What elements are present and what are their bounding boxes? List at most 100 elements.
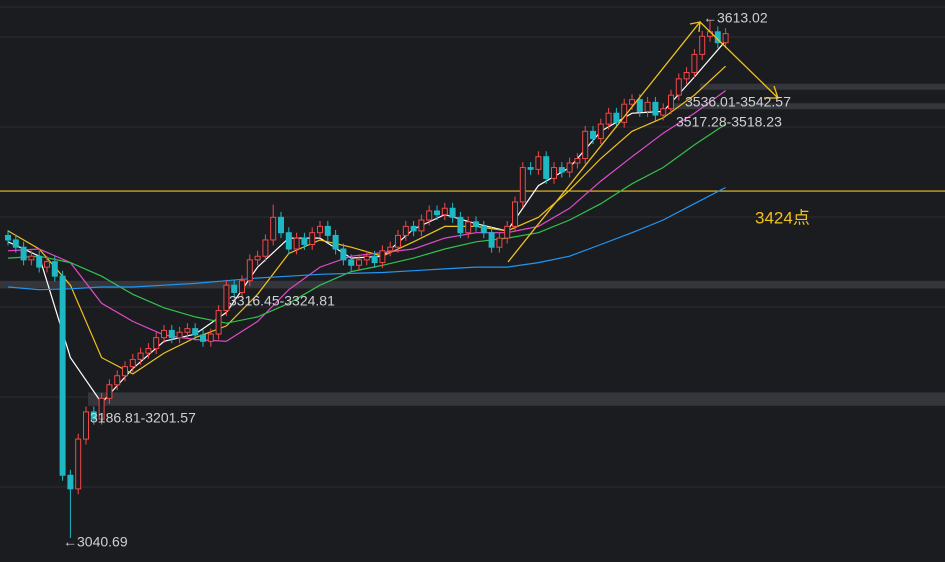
candle-body xyxy=(543,156,550,179)
candle-body xyxy=(613,112,620,123)
candle-body xyxy=(12,239,19,248)
candle-body xyxy=(239,280,245,293)
candle-body xyxy=(67,474,74,490)
candle-body xyxy=(597,123,604,140)
zone-band xyxy=(668,103,945,110)
candle-body xyxy=(379,250,386,264)
candle-body xyxy=(636,99,643,112)
candle-body xyxy=(535,156,542,170)
arrow-head xyxy=(764,85,779,99)
ma-line xyxy=(7,123,726,324)
candle-body xyxy=(75,438,82,490)
candle-body xyxy=(371,255,378,264)
candle-body xyxy=(114,375,121,386)
zone-label: 3517.28-3518.23 xyxy=(676,114,782,130)
candle-body xyxy=(527,167,534,170)
candle-body xyxy=(683,72,690,80)
candle-body xyxy=(223,284,230,312)
candle-body xyxy=(660,108,667,116)
candle-body xyxy=(246,259,253,282)
candle-body xyxy=(332,234,339,250)
candle-body xyxy=(473,221,479,227)
candle-body xyxy=(551,167,557,179)
candle-body xyxy=(691,53,698,74)
candle-body xyxy=(340,248,347,261)
candle-body xyxy=(441,207,448,216)
candles xyxy=(5,20,729,538)
candle-body xyxy=(168,329,175,339)
candle-body xyxy=(44,261,50,268)
candle-body xyxy=(200,334,206,342)
candle-body xyxy=(457,216,464,234)
candle-body xyxy=(59,275,66,476)
candle-body xyxy=(434,210,440,216)
candle-body xyxy=(574,157,581,164)
candle-body xyxy=(36,255,43,268)
zone-label: 3316.45-3324.81 xyxy=(229,293,335,309)
candle-body xyxy=(426,210,433,221)
candle-body xyxy=(145,348,152,354)
candle-body xyxy=(356,259,362,266)
level-label: 3424点 xyxy=(755,208,810,227)
candle-body xyxy=(590,130,596,140)
candle-body xyxy=(668,94,674,110)
candle-body xyxy=(324,225,331,236)
candle-body xyxy=(207,333,214,342)
candle-body xyxy=(192,328,199,336)
candle-body xyxy=(20,246,27,261)
candle-body xyxy=(395,234,401,248)
candle-body xyxy=(278,216,284,234)
candle-body xyxy=(5,234,11,241)
candle-body xyxy=(488,232,495,248)
candle-body xyxy=(270,216,277,241)
zones xyxy=(0,83,945,406)
arrow-head xyxy=(689,21,701,33)
candle-body xyxy=(254,255,261,261)
candle-body xyxy=(496,237,503,248)
candle-body xyxy=(90,411,97,420)
candle-body xyxy=(387,246,394,252)
candle-body xyxy=(231,284,238,293)
ma-line xyxy=(7,186,726,291)
candle-body xyxy=(582,130,589,159)
candle-body xyxy=(605,112,612,125)
candle-body xyxy=(176,331,183,339)
candle-body xyxy=(137,352,144,360)
candle-body xyxy=(301,237,308,245)
candle-body xyxy=(566,162,573,173)
candle-body xyxy=(512,201,518,227)
zone-label: 3186.81-3201.57 xyxy=(90,410,196,426)
candle-body xyxy=(699,35,706,55)
candle-body xyxy=(285,232,292,250)
zone-band xyxy=(700,83,945,90)
drawn-arrows xyxy=(507,21,779,263)
candle-body xyxy=(418,219,425,232)
candle-body xyxy=(558,167,565,173)
candle-body xyxy=(262,239,269,257)
candle-body xyxy=(363,255,370,261)
candle-body xyxy=(644,101,651,112)
candle-body xyxy=(722,33,729,44)
zone-label: 3536.01-3542.57 xyxy=(685,94,791,110)
zone-band xyxy=(88,392,945,406)
candle-body xyxy=(161,329,167,339)
candle-body xyxy=(83,411,89,440)
candle-body xyxy=(215,310,222,335)
candle-body xyxy=(122,366,128,377)
candle-body xyxy=(480,225,487,234)
candle-body xyxy=(317,225,323,234)
candle-body xyxy=(504,225,511,239)
high-annotation: ←3613.02 xyxy=(703,10,768,26)
candle-body xyxy=(51,261,58,277)
candle-body xyxy=(348,259,355,266)
candle-body xyxy=(129,358,136,368)
candle-body xyxy=(652,101,659,116)
candle-body xyxy=(629,99,635,105)
zone-band xyxy=(0,280,945,289)
candle-body xyxy=(28,255,35,261)
candle-body xyxy=(410,225,417,232)
candle-body xyxy=(465,221,472,234)
candle-body xyxy=(184,328,191,333)
